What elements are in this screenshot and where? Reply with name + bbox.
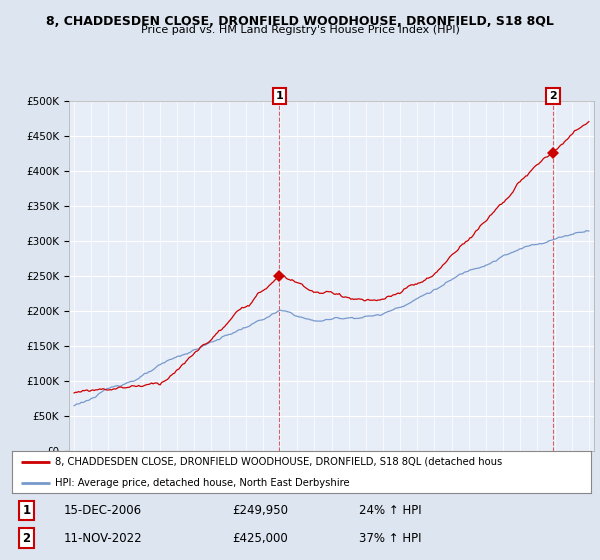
Text: 2: 2 xyxy=(22,531,31,544)
Text: 1: 1 xyxy=(22,504,31,517)
Text: 8, CHADDESDEN CLOSE, DRONFIELD WOODHOUSE, DRONFIELD, S18 8QL: 8, CHADDESDEN CLOSE, DRONFIELD WOODHOUSE… xyxy=(46,15,554,27)
Text: 37% ↑ HPI: 37% ↑ HPI xyxy=(359,531,422,544)
Text: 1: 1 xyxy=(275,91,283,101)
Text: 11-NOV-2022: 11-NOV-2022 xyxy=(64,531,143,544)
Text: 2: 2 xyxy=(549,91,557,101)
Text: Price paid vs. HM Land Registry's House Price Index (HPI): Price paid vs. HM Land Registry's House … xyxy=(140,25,460,35)
Text: £249,950: £249,950 xyxy=(232,504,288,517)
Text: 24% ↑ HPI: 24% ↑ HPI xyxy=(359,504,422,517)
Text: 8, CHADDESDEN CLOSE, DRONFIELD WOODHOUSE, DRONFIELD, S18 8QL (detached hous: 8, CHADDESDEN CLOSE, DRONFIELD WOODHOUSE… xyxy=(55,457,503,467)
Text: £425,000: £425,000 xyxy=(232,531,288,544)
Text: HPI: Average price, detached house, North East Derbyshire: HPI: Average price, detached house, Nort… xyxy=(55,478,350,488)
Text: 15-DEC-2006: 15-DEC-2006 xyxy=(64,504,142,517)
